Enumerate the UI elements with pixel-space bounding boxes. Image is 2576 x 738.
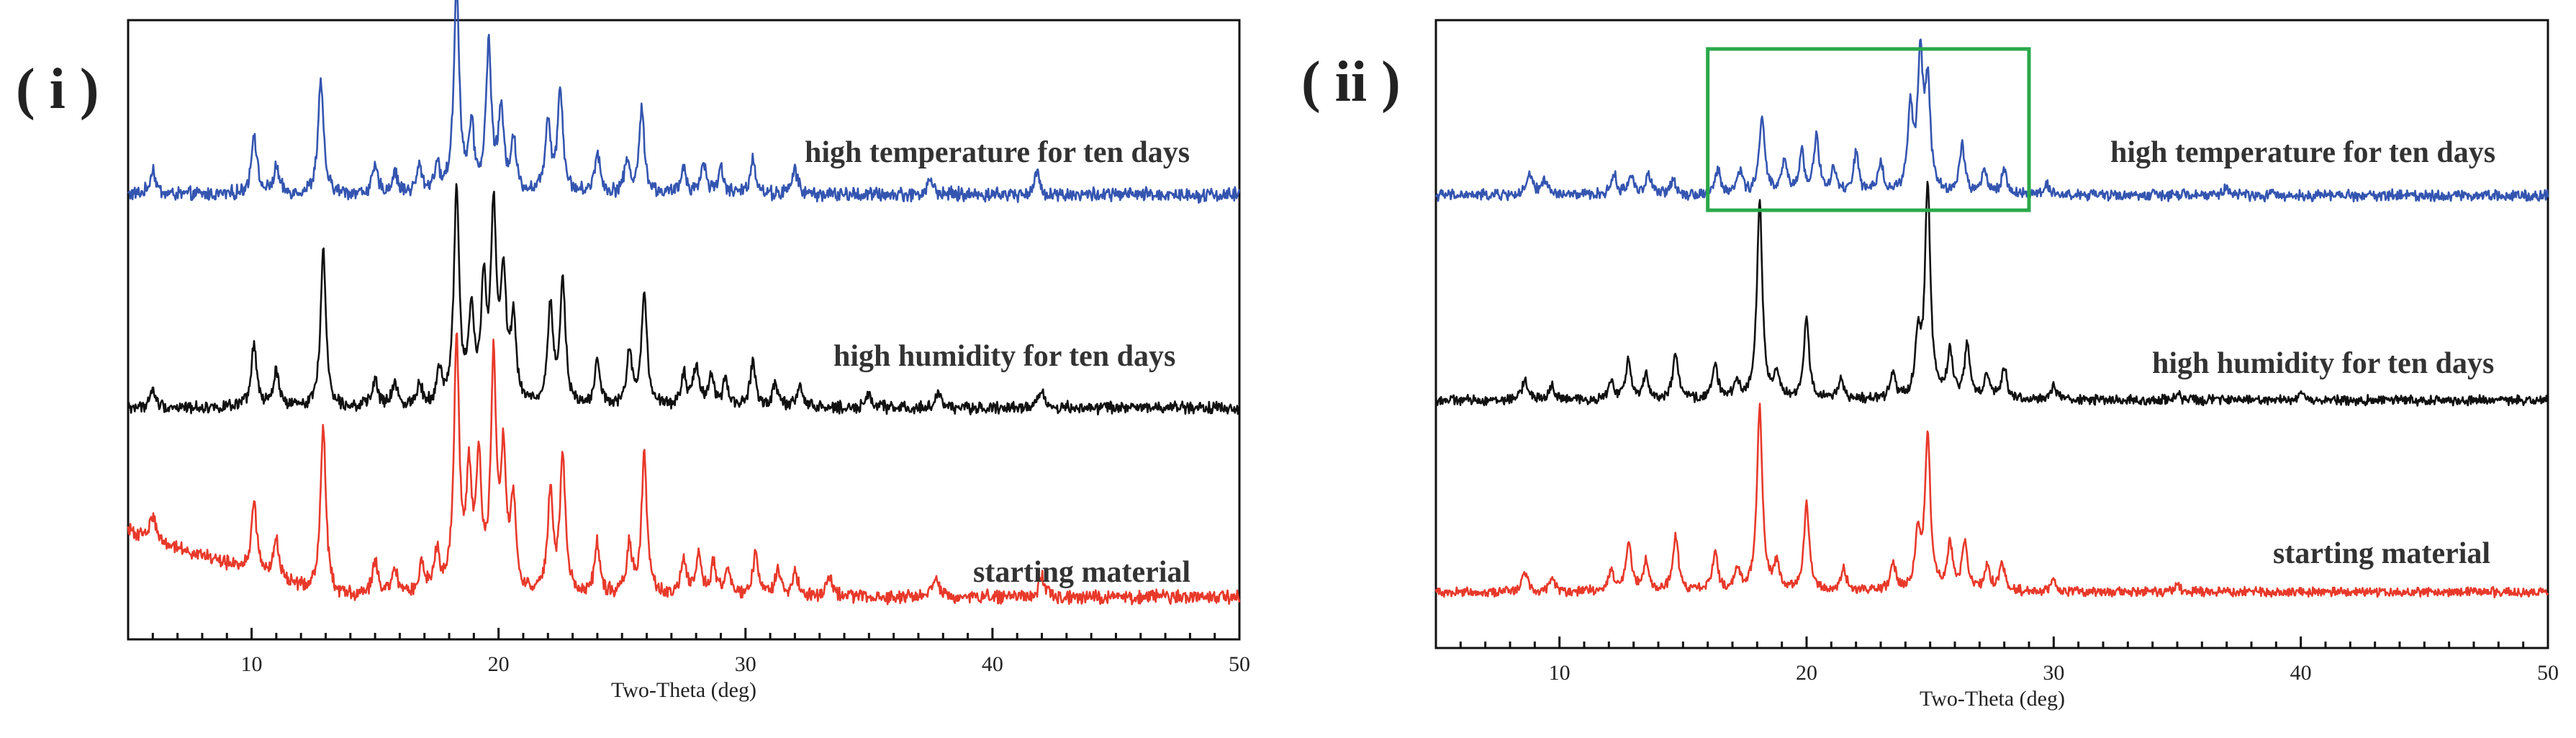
panel-i-x-ticks: 10 20 30 40 50 bbox=[127, 628, 1250, 676]
panel-ii-plot-frame bbox=[1434, 19, 2549, 649]
panel-ii: ( ii ) 10 20 30 40 50 high temperature for t… bbox=[1301, 19, 2559, 711]
panel-i: ( i ) 10 20 30 40 50 high temperature for te… bbox=[16, 0, 1250, 702]
panel-i-trace-starting-material bbox=[127, 332, 1241, 606]
panel-ii-x-ticks: 10 20 30 40 50 bbox=[1434, 636, 2559, 685]
panel-ii-traces bbox=[1434, 38, 2549, 599]
panel-i-tick-label-20: 20 bbox=[488, 652, 510, 676]
panel-ii-label-high-humidity: high humidity for ten days bbox=[2152, 347, 2494, 380]
panel-i-plot-frame bbox=[127, 19, 1241, 641]
panel-ii-label-high-temperature: high temperature for ten days bbox=[2110, 136, 2495, 169]
panel-ii-label-starting-material: starting material bbox=[2273, 537, 2490, 570]
panel-ii-tick-label-10: 10 bbox=[1549, 661, 1571, 685]
panel-ii-highlight-box bbox=[1706, 47, 2031, 212]
panel-i-x-axis-title: Two-Theta (deg) bbox=[611, 678, 756, 702]
panel-i-trace-high-temperature-for-ten-days bbox=[127, 0, 1241, 204]
panel-ii-trace-high-humidity-for-ten-days bbox=[1434, 181, 2549, 407]
panel-i-traces bbox=[127, 0, 1241, 606]
panel-i-trace-high-humidity-for-ten-days bbox=[127, 183, 1241, 416]
panel-i-label: ( i ) bbox=[16, 58, 99, 121]
panel-i-tick-label-30: 30 bbox=[735, 652, 756, 676]
panel-i-tick-label-10: 10 bbox=[241, 652, 263, 676]
panel-ii-trace-high-temperature-for-ten-days bbox=[1434, 38, 2549, 203]
panel-ii-tick-label-50: 50 bbox=[2537, 661, 2559, 685]
panel-ii-tick-label-20: 20 bbox=[1796, 661, 1817, 685]
panel-ii-tick-label-30: 30 bbox=[2043, 661, 2064, 685]
panel-i-label-starting-material: starting material bbox=[973, 556, 1190, 589]
panel-i-label-high-temperature: high temperature for ten days bbox=[805, 136, 1190, 169]
panel-i-tick-label-50: 50 bbox=[1229, 652, 1250, 676]
panel-ii-label: ( ii ) bbox=[1301, 50, 1401, 114]
panel-i-label-high-humidity: high humidity for ten days bbox=[833, 340, 1175, 373]
panel-ii-trace-starting-material bbox=[1434, 402, 2549, 599]
panel-ii-tick-label-40: 40 bbox=[2290, 661, 2312, 685]
panel-i-tick-label-40: 40 bbox=[982, 652, 1003, 676]
panel-ii-x-axis-title: Two-Theta (deg) bbox=[1920, 687, 2065, 711]
